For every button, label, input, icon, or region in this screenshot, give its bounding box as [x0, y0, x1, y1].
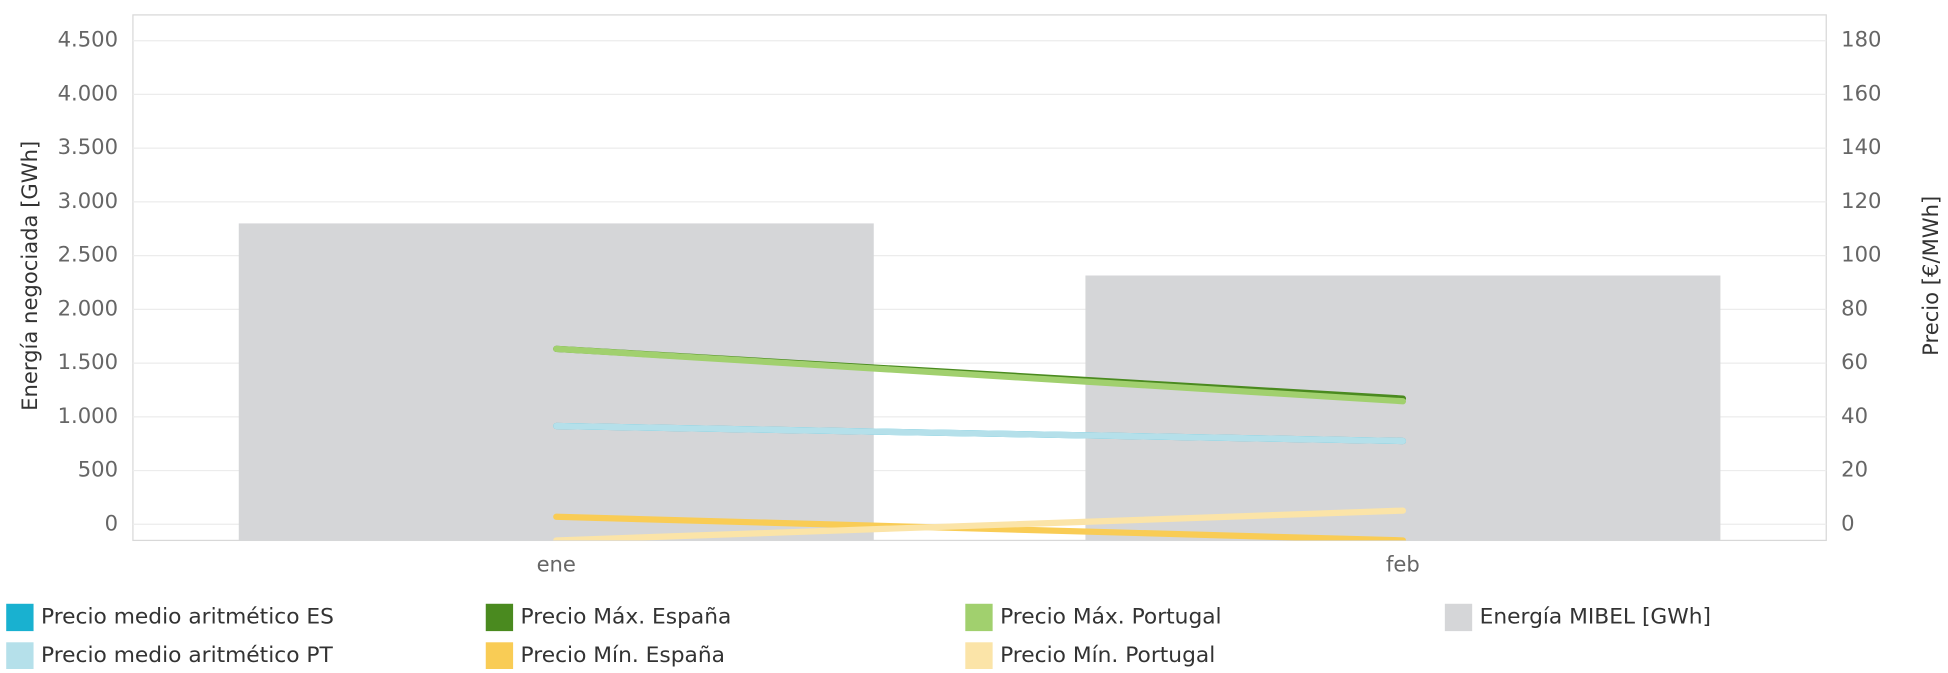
series-line	[553, 422, 1407, 445]
y2-tick-label: 160	[1841, 80, 1881, 105]
legend-swatch	[485, 603, 514, 632]
y-tick-label: 3.000	[58, 188, 118, 213]
y2-axis-label: Precio [€/MWh]	[1918, 196, 1943, 356]
y2-tick-label: 20	[1841, 457, 1868, 482]
legend-swatch	[965, 603, 993, 632]
bar	[1085, 275, 1721, 541]
series-line	[553, 345, 1407, 405]
y-tick-label: 1.500	[58, 349, 118, 374]
y-tick-label: 500	[78, 457, 118, 482]
y-axis-label: Energía negociada [GWh]	[17, 141, 42, 411]
legend-label: Precio medio aritmético PT	[41, 643, 334, 668]
y-tick-label: 4.500	[58, 27, 118, 52]
x-tick-label: ene	[537, 551, 576, 576]
y2-tick-label: 140	[1841, 134, 1881, 159]
legend-label: Precio Máx. Portugal	[1000, 604, 1222, 629]
y2-tick-label: 80	[1841, 295, 1868, 320]
bar	[238, 223, 874, 541]
legend-swatch	[965, 642, 993, 670]
plot-frame	[132, 14, 1827, 542]
y2-tick-label: 120	[1841, 188, 1881, 213]
y-tick-label: 2.000	[58, 295, 118, 320]
legend-swatch	[6, 642, 34, 670]
y-tick-label: 1.000	[58, 403, 118, 428]
y2-tick-label: 0	[1841, 510, 1854, 535]
y2-tick-label: 100	[1841, 242, 1881, 267]
y2-tick-label: 180	[1841, 27, 1881, 52]
legend-swatch	[6, 603, 34, 632]
y2-tick-label: 40	[1841, 403, 1868, 428]
x-tick-label: feb	[1386, 551, 1420, 576]
legend-label: Precio Máx. España	[521, 604, 732, 629]
legend-label: Energía MIBEL [GWh]	[1480, 604, 1711, 629]
y2-tick-label: 60	[1841, 349, 1868, 374]
y-tick-label: 0	[105, 510, 118, 535]
y-tick-label: 4.000	[58, 80, 118, 105]
series-line	[553, 507, 1407, 541]
legend-label: Precio medio aritmético ES	[41, 604, 334, 629]
legend-label: Precio Mín. España	[521, 643, 725, 668]
y-tick-label: 2.500	[58, 242, 118, 267]
legend-swatch	[485, 642, 514, 670]
legend-swatch	[1444, 603, 1473, 632]
y-tick-label: 3.500	[58, 134, 118, 159]
legend-label: Precio Mín. Portugal	[1000, 643, 1215, 668]
